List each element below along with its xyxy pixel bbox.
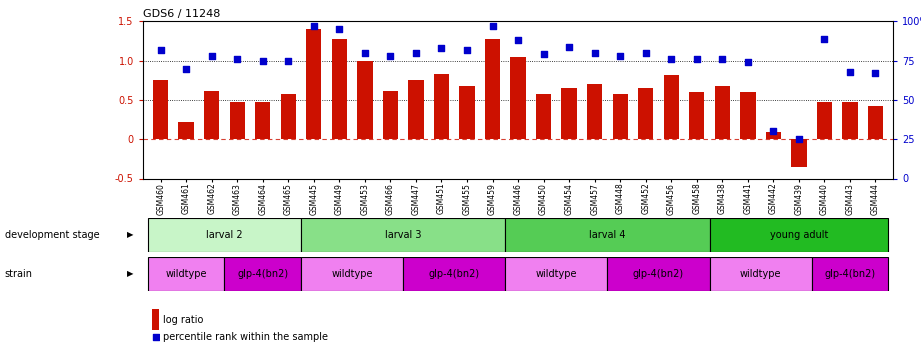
Text: larval 4: larval 4 <box>589 230 625 240</box>
Bar <box>843 101 857 139</box>
Bar <box>225 257 301 291</box>
Text: glp-4(bn2): glp-4(bn2) <box>824 269 876 279</box>
Bar <box>332 39 347 139</box>
Text: strain: strain <box>5 269 32 279</box>
Point <box>588 50 602 56</box>
Text: wildtype: wildtype <box>740 269 781 279</box>
Point <box>536 51 551 57</box>
Bar <box>204 91 219 139</box>
Bar <box>664 75 679 139</box>
Text: GDS6 / 11248: GDS6 / 11248 <box>143 9 220 19</box>
Bar <box>229 101 245 139</box>
Point <box>843 69 857 75</box>
Bar <box>817 101 832 139</box>
Text: larval 2: larval 2 <box>206 230 243 240</box>
Bar <box>562 88 577 139</box>
Point <box>690 56 705 62</box>
Point <box>511 37 526 43</box>
Point <box>179 66 193 71</box>
Point <box>383 53 398 59</box>
Bar <box>148 218 301 252</box>
Point <box>562 44 577 49</box>
Bar <box>148 257 225 291</box>
Point <box>664 56 679 62</box>
Bar <box>301 257 403 291</box>
Point <box>612 53 627 59</box>
Point <box>740 59 755 65</box>
Bar <box>868 106 883 139</box>
Bar <box>510 57 526 139</box>
Point <box>791 136 806 142</box>
Point <box>869 70 883 76</box>
Bar <box>153 80 169 139</box>
Text: glp-4(bn2): glp-4(bn2) <box>633 269 684 279</box>
Bar <box>740 92 755 139</box>
Point <box>281 58 296 64</box>
Bar <box>301 218 506 252</box>
Text: ▶: ▶ <box>127 230 134 239</box>
Point <box>638 50 653 56</box>
Point <box>434 45 449 51</box>
Bar <box>689 92 705 139</box>
Point <box>817 36 832 41</box>
Point <box>181 282 196 288</box>
Bar <box>460 86 474 139</box>
Bar <box>587 84 602 139</box>
Text: wildtype: wildtype <box>166 269 207 279</box>
Bar <box>403 257 506 291</box>
Bar <box>638 88 653 139</box>
Bar <box>408 80 424 139</box>
Text: larval 3: larval 3 <box>385 230 422 240</box>
Text: development stage: development stage <box>5 230 99 240</box>
Bar <box>811 257 888 291</box>
Bar <box>434 74 449 139</box>
Text: log ratio: log ratio <box>163 315 204 325</box>
Point <box>460 47 474 52</box>
Bar <box>506 218 709 252</box>
Point <box>409 50 424 56</box>
Bar <box>791 139 807 167</box>
Point <box>332 26 346 32</box>
Text: wildtype: wildtype <box>332 269 373 279</box>
Point <box>715 56 729 62</box>
Point <box>230 56 245 62</box>
Bar <box>709 257 811 291</box>
Bar <box>281 95 296 139</box>
Bar <box>179 122 193 139</box>
Bar <box>255 101 271 139</box>
Point <box>766 129 781 134</box>
Bar <box>715 86 730 139</box>
Point <box>153 47 168 52</box>
Point <box>255 58 270 64</box>
Text: glp-4(bn2): glp-4(bn2) <box>238 269 288 279</box>
Bar <box>306 29 321 139</box>
Bar <box>383 91 398 139</box>
Bar <box>357 61 372 139</box>
Bar <box>608 257 709 291</box>
Bar <box>536 95 552 139</box>
Text: young adult: young adult <box>770 230 828 240</box>
Point <box>204 53 219 59</box>
Text: wildtype: wildtype <box>536 269 577 279</box>
Bar <box>765 132 781 139</box>
Point <box>357 50 372 56</box>
Text: ▶: ▶ <box>127 270 134 278</box>
Point <box>307 23 321 29</box>
Bar <box>506 257 608 291</box>
Text: percentile rank within the sample: percentile rank within the sample <box>163 332 328 342</box>
Bar <box>484 39 500 139</box>
Text: glp-4(bn2): glp-4(bn2) <box>428 269 480 279</box>
Bar <box>709 218 888 252</box>
Bar <box>612 95 628 139</box>
Point <box>485 23 500 29</box>
